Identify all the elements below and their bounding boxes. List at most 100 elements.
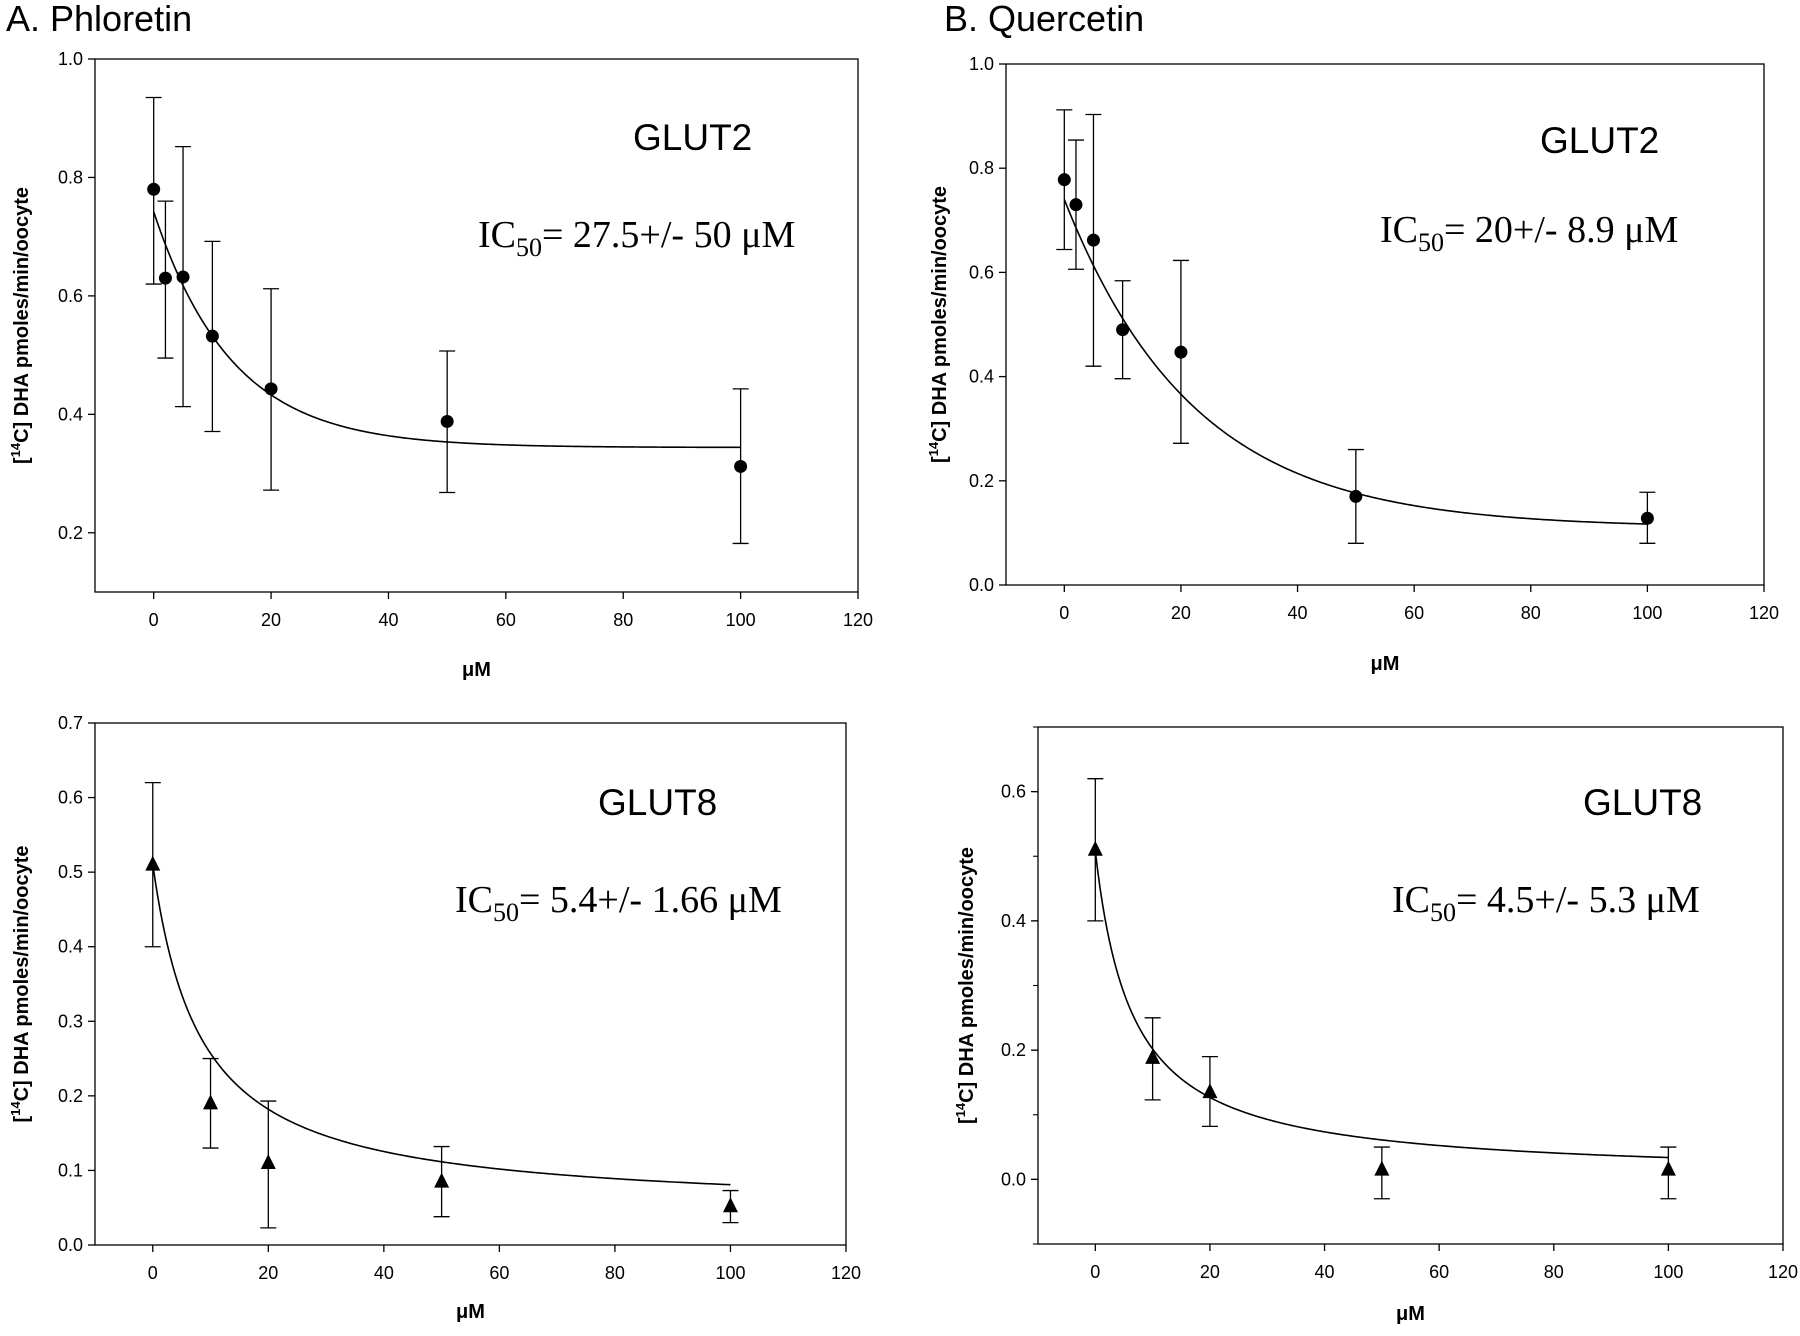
y-tick-label: 0.0 <box>58 1235 83 1255</box>
ic50-subscript: 50 <box>1430 898 1456 927</box>
x-tick-label: 40 <box>1315 1262 1335 1282</box>
y-tick-label: 0.2 <box>1001 1040 1026 1060</box>
ic50-value: = 20+/- 8.9 μM <box>1444 209 1678 251</box>
data-point-triangle <box>434 1172 450 1188</box>
y-tick-label: 0.6 <box>1001 782 1026 802</box>
ic50-subscript: 50 <box>1418 228 1444 257</box>
x-tick-label: 60 <box>1429 1262 1449 1282</box>
y-tick-label: 0.0 <box>969 575 994 595</box>
y-tick-label: 0.4 <box>58 937 83 957</box>
ic50-prefix: IC <box>1392 879 1430 921</box>
x-tick-label: 20 <box>1200 1262 1220 1282</box>
y-tick-label: 0.2 <box>969 471 994 491</box>
chart-3: 0 20 40 60 80 100 120 0.0 0.1 0.2 0.3 0.4 0.5 0.6 0.7 μ… <box>8 713 861 1323</box>
x-axis-title: μM <box>462 659 491 681</box>
y-tick-label: 1.0 <box>969 54 994 74</box>
transporter-label: GLUT8 <box>1583 782 1702 823</box>
x-tick-label: 120 <box>1749 603 1779 623</box>
x-tick-label: 100 <box>1653 1262 1683 1282</box>
ic50-value: = 27.5+/- 50 μM <box>542 214 795 256</box>
ic50-label: IC50= 5.4+/- 1.66 μM <box>455 879 782 927</box>
ic50-value: = 5.4+/- 1.66 μM <box>519 879 782 921</box>
panel-a-title: A. Phloretin <box>6 0 193 39</box>
y-axis-title: [14C] DHA pmoles/min/oocyte <box>953 847 978 1124</box>
x-tick-label: 120 <box>1768 1262 1798 1282</box>
data-point-triangle <box>1202 1083 1218 1099</box>
y-axis-title-text: C] DHA pmoles/min/oocyte <box>11 845 33 1101</box>
ic50-subscript: 50 <box>516 233 542 262</box>
transporter-label: GLUT2 <box>633 117 752 158</box>
ic50-prefix: IC <box>455 879 493 921</box>
x-tick-label: 100 <box>1632 603 1662 623</box>
y-axis-title-text: C] DHA pmoles/min/oocyte <box>929 186 951 442</box>
chart-4: 0 20 40 60 80 100 120 0.0 0.2 0.4 0.6 μM [14C] DHA p… <box>953 726 1798 1325</box>
chart-2: 0 20 40 60 80 100 120 0.0 0.2 0.4 0.6 0.8 1.0 μM [14C]… <box>926 54 1779 675</box>
data-point-triangle <box>260 1153 276 1169</box>
data-point-circle <box>264 382 278 396</box>
y-tick-label: 0.4 <box>969 367 994 387</box>
x-tick-label: 40 <box>378 610 398 630</box>
data-point-circle <box>734 459 748 473</box>
x-axis-title: μM <box>456 1301 485 1323</box>
plot-frame <box>1005 63 1765 586</box>
y-tick-label: 0.8 <box>969 158 994 178</box>
x-tick-label: 40 <box>1288 603 1308 623</box>
y-tick-label: 0.6 <box>58 286 83 306</box>
x-tick-label: 80 <box>1521 603 1541 623</box>
data-point-circle <box>1069 198 1083 212</box>
y-tick-label: 0.4 <box>58 404 83 424</box>
transporter-label: GLUT2 <box>1540 120 1659 161</box>
data-point-circle <box>176 270 190 284</box>
y-axis-title-text: C] DHA pmoles/min/oocyte <box>956 847 978 1103</box>
data-point-triangle <box>1145 1048 1161 1064</box>
x-tick-label: 60 <box>1404 603 1424 623</box>
y-tick-label: 0.4 <box>1001 911 1026 931</box>
y-axis-title-superscript: 14 <box>953 1102 968 1117</box>
y-tick-label: 0.2 <box>58 1086 83 1106</box>
x-tick-label: 0 <box>149 610 159 630</box>
y-axis-title-open: [ <box>929 456 951 463</box>
y-tick-label: 0.7 <box>58 713 83 733</box>
data-point-circle <box>1057 173 1071 187</box>
x-tick-label: 80 <box>1544 1262 1564 1282</box>
x-tick-label: 100 <box>715 1263 745 1283</box>
y-tick-label: 0.0 <box>1001 1169 1026 1189</box>
x-tick-label: 120 <box>831 1263 861 1283</box>
x-tick-label: 0 <box>148 1263 158 1283</box>
y-tick-label: 0.2 <box>58 523 83 543</box>
data-point-circle <box>440 414 454 428</box>
data-point-circle <box>1174 345 1188 359</box>
x-tick-label: 20 <box>258 1263 278 1283</box>
data-point-circle <box>205 329 219 343</box>
plot-frame <box>94 722 847 1246</box>
y-tick-label: 0.8 <box>58 167 83 187</box>
plot-frame <box>94 58 859 593</box>
y-axis-title-open: [ <box>956 1117 978 1124</box>
y-tick-label: 0.5 <box>58 862 83 882</box>
data-point-circle <box>1640 511 1654 525</box>
ic50-prefix: IC <box>1380 209 1418 251</box>
y-tick-label: 1.0 <box>58 49 83 69</box>
y-axis-title: [14C] DHA pmoles/min/oocyte <box>926 186 951 463</box>
x-tick-label: 80 <box>613 610 633 630</box>
data-point-circle <box>1349 489 1363 503</box>
data-point-circle <box>1086 233 1100 247</box>
ic50-label: IC50= 27.5+/- 50 μM <box>478 214 795 262</box>
x-tick-label: 40 <box>374 1263 394 1283</box>
y-axis-title: [14C] DHA pmoles/min/oocyte <box>8 845 33 1122</box>
ic50-label: IC50= 4.5+/- 5.3 μM <box>1392 879 1700 927</box>
y-axis-title-open: [ <box>11 1116 33 1123</box>
y-tick-label: 0.6 <box>58 788 83 808</box>
y-axis-title: [14C] DHA pmoles/min/oocyte <box>8 187 33 464</box>
data-point-triangle <box>203 1094 219 1110</box>
x-tick-label: 20 <box>261 610 281 630</box>
y-axis-title-open: [ <box>11 457 33 464</box>
y-axis-title-superscript: 14 <box>8 442 23 457</box>
x-tick-label: 0 <box>1059 603 1069 623</box>
panel-b-title: B. Quercetin <box>944 0 1145 39</box>
y-tick-label: 0.3 <box>58 1011 83 1031</box>
data-point-triangle <box>722 1197 738 1213</box>
x-tick-label: 80 <box>605 1263 625 1283</box>
y-axis-title-superscript: 14 <box>8 1101 23 1116</box>
